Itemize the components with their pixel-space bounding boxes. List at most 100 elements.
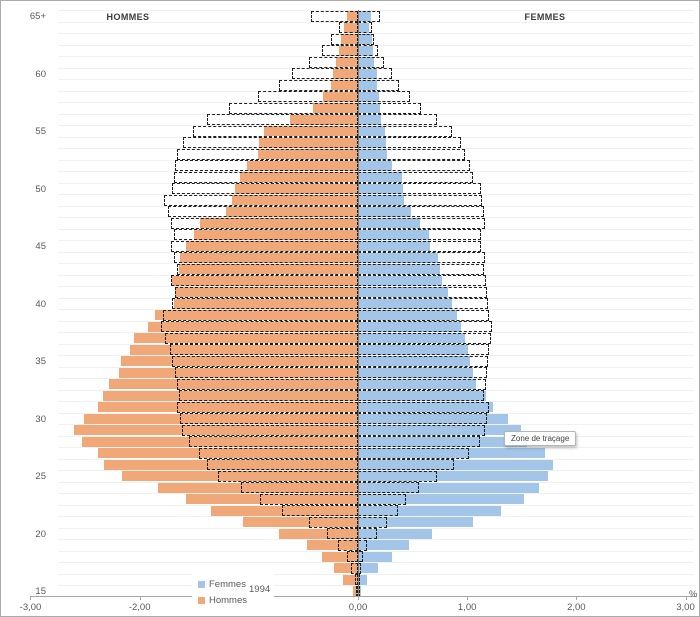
bar-femmes-1994-age-36[interactable] (358, 344, 489, 355)
bar-femmes-age-34[interactable] (358, 367, 473, 378)
bar-femmes-1994-age-54[interactable] (358, 137, 461, 148)
bar-hommes-1994-age-63[interactable] (330, 33, 358, 45)
bar-femmes-1994-age-45[interactable] (358, 240, 482, 252)
bar-hommes-1994-age-31[interactable] (176, 401, 358, 413)
bar-hommes-1994-age-62[interactable] (321, 45, 358, 56)
bar-femmes-age-62[interactable] (358, 45, 374, 56)
bar-hommes-age-27[interactable] (98, 448, 358, 458)
bar-hommes-age-32[interactable] (102, 390, 358, 401)
bar-femmes-age-39[interactable] (358, 310, 458, 320)
bar-hommes-1994-age-19[interactable] (338, 539, 358, 551)
bar-femmes-age-51[interactable] (358, 172, 402, 182)
bar-hommes-age-15[interactable] (352, 586, 358, 596)
bar-femmes-1994-age-53[interactable] (358, 148, 465, 160)
bar-hommes-1994-age-21[interactable] (308, 516, 358, 528)
bar-hommes-age-42[interactable] (172, 275, 358, 286)
bar-femmes-age-28[interactable] (358, 436, 528, 447)
bar-hommes-age-47[interactable] (199, 218, 358, 228)
bar-femmes-age-63[interactable] (358, 34, 373, 44)
bar-hommes-1994-age-33[interactable] (176, 378, 358, 390)
bar-hommes-age-25[interactable] (122, 471, 358, 481)
bar-hommes-1994-age-59[interactable] (279, 79, 358, 91)
bar-hommes-age-19[interactable] (306, 540, 358, 550)
bar-hommes-1994-age-34[interactable] (174, 367, 358, 378)
bar-hommes-age-33[interactable] (109, 379, 358, 389)
bar-femmes-age-19[interactable] (358, 540, 410, 550)
bar-hommes-age-60[interactable] (332, 68, 358, 79)
bar-hommes-age-64[interactable] (343, 22, 358, 33)
bar-femmes-1994-age-32[interactable] (358, 390, 484, 401)
bar-femmes-1994-age-30[interactable] (358, 413, 487, 424)
bar-hommes-age-30[interactable] (83, 413, 358, 424)
bar-hommes-1994-age-16[interactable] (354, 574, 358, 585)
bar-hommes-age-63[interactable] (340, 34, 358, 44)
bar-femmes-age-42[interactable] (358, 275, 443, 286)
bar-femmes-1994-age-57[interactable] (358, 102, 422, 114)
bar-hommes-age-51[interactable] (240, 172, 358, 182)
bar-hommes-age-26[interactable] (103, 459, 358, 470)
bar-hommes-age-38[interactable] (148, 321, 358, 332)
bar-femmes-1994-age-42[interactable] (358, 275, 486, 286)
bar-hommes-1994-age-29[interactable] (182, 424, 358, 436)
bar-femmes-age-40[interactable] (358, 298, 452, 309)
bar-femmes-age-17[interactable] (358, 563, 378, 573)
bar-hommes-age-58[interactable] (323, 91, 358, 102)
bar-femmes-age-38[interactable] (358, 321, 461, 332)
bar-femmes-age-44[interactable] (358, 252, 438, 263)
bar-femmes-age-57[interactable] (358, 103, 380, 113)
bar-femmes-age-23[interactable] (358, 494, 524, 504)
bar-femmes-age-35[interactable] (358, 356, 471, 366)
bar-femmes-1994-age-34[interactable] (358, 367, 487, 378)
bar-femmes-age-31[interactable] (358, 402, 494, 412)
bar-femmes-1994-age-37[interactable] (358, 332, 492, 344)
bar-femmes-age-47[interactable] (358, 218, 421, 228)
bar-hommes-1994-age-60[interactable] (292, 68, 358, 79)
bar-hommes-age-65[interactable] (347, 11, 358, 21)
bar-hommes-age-21[interactable] (243, 517, 358, 527)
bar-hommes-1994-age-26[interactable] (207, 459, 358, 470)
bar-hommes-1994-age-61[interactable] (308, 56, 358, 68)
bar-femmes-1994-age-23[interactable] (358, 493, 407, 505)
bar-femmes-1994-age-48[interactable] (358, 206, 484, 217)
bar-hommes-1994-age-38[interactable] (161, 321, 358, 332)
bar-hommes-1994-age-46[interactable] (173, 229, 358, 240)
bar-femmes-age-26[interactable] (358, 459, 554, 470)
bar-hommes-age-54[interactable] (258, 137, 358, 148)
bar-femmes-age-18[interactable] (358, 551, 392, 562)
bar-hommes-age-56[interactable] (290, 114, 358, 125)
bar-hommes-1994-age-57[interactable] (229, 102, 358, 114)
bar-femmes-age-60[interactable] (358, 68, 377, 79)
bar-femmes-1994-age-63[interactable] (358, 33, 375, 45)
bar-femmes-age-54[interactable] (358, 137, 387, 148)
bar-femmes-1994-age-62[interactable] (358, 45, 378, 56)
legend-item-hommes[interactable]: Hommes (198, 594, 247, 606)
bar-hommes-1994-age-22[interactable] (281, 505, 358, 516)
bar-femmes-1994-age-33[interactable] (358, 378, 486, 390)
bar-femmes-age-50[interactable] (358, 183, 403, 194)
bar-hommes-1994-age-35[interactable] (172, 355, 358, 367)
bar-hommes-age-45[interactable] (185, 241, 358, 251)
bar-femmes-age-25[interactable] (358, 471, 548, 481)
bar-hommes-age-46[interactable] (194, 229, 358, 240)
bar-femmes-age-33[interactable] (358, 379, 476, 389)
bar-femmes-1994-age-65[interactable] (358, 10, 380, 22)
bar-femmes-age-58[interactable] (358, 91, 379, 102)
bar-femmes-age-32[interactable] (358, 390, 486, 401)
bar-femmes-1994-age-50[interactable] (358, 183, 482, 194)
bar-hommes-age-31[interactable] (98, 402, 358, 412)
bar-femmes-1994-age-16[interactable] (358, 574, 361, 585)
bar-hommes-age-18[interactable] (321, 551, 358, 562)
bar-femmes-1994-age-60[interactable] (358, 68, 392, 79)
bar-hommes-1994-age-41[interactable] (174, 286, 358, 298)
bar-femmes-age-46[interactable] (358, 229, 429, 240)
bar-femmes-age-27[interactable] (358, 448, 545, 458)
bar-femmes-age-52[interactable] (358, 160, 392, 171)
bar-hommes-1994-age-25[interactable] (218, 470, 358, 482)
bar-hommes-1994-age-56[interactable] (207, 114, 358, 125)
bar-hommes-age-35[interactable] (121, 356, 358, 366)
bar-femmes-age-61[interactable] (358, 57, 375, 67)
bar-femmes-age-64[interactable] (358, 22, 369, 33)
bar-hommes-1994-age-37[interactable] (164, 332, 358, 344)
bar-hommes-age-22[interactable] (210, 505, 358, 516)
bar-hommes-1994-age-20[interactable] (327, 528, 358, 539)
